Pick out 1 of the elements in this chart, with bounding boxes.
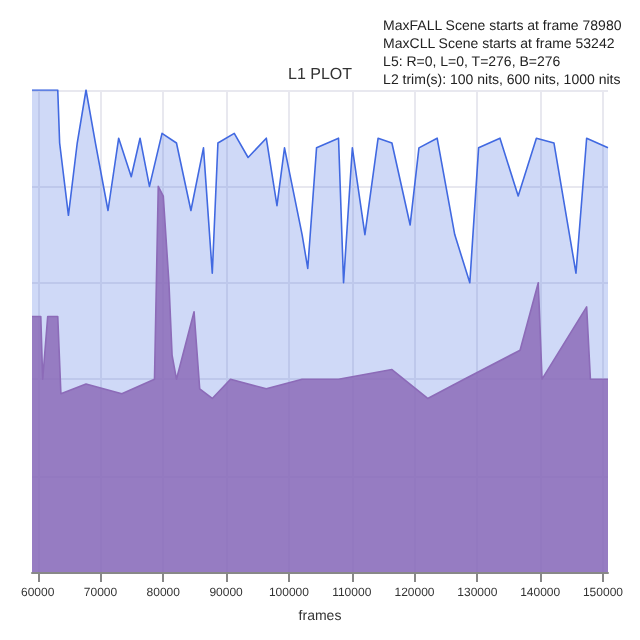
chart-title: L1 PLOT bbox=[287, 65, 353, 83]
